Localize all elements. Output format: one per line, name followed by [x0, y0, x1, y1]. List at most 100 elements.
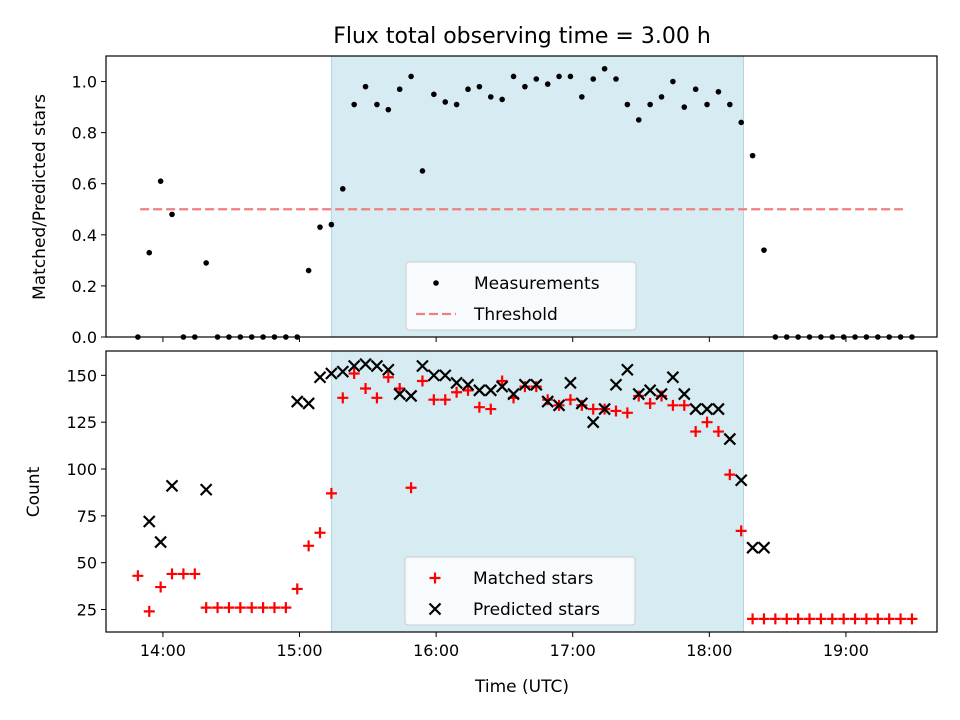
measurement-point	[203, 260, 209, 266]
measurement-point	[647, 101, 653, 108]
measurement-point	[442, 99, 449, 105]
matched-stars-point	[268, 602, 280, 614]
matched-stars-point	[371, 392, 383, 404]
matched-stars-point	[200, 602, 212, 614]
top-y-tick-label: 0.6	[72, 175, 97, 194]
predicted-stars-point	[621, 363, 634, 377]
measurement-point	[761, 247, 767, 253]
matched-stars-point	[747, 613, 759, 625]
bottom-y-tick-label: 75	[77, 507, 97, 526]
matched-stars-point	[576, 399, 588, 411]
matched-stars-point	[724, 469, 736, 481]
measurement-point	[362, 83, 369, 90]
x-tick-label: 15:00	[276, 641, 322, 660]
measurement-point	[556, 73, 562, 80]
matched-stars-point	[906, 613, 918, 625]
matched-stars-point	[621, 407, 633, 419]
x-tick-label: 18:00	[686, 641, 732, 660]
measurement-point	[749, 152, 756, 159]
measurement-point	[419, 168, 426, 174]
legend-label: Threshold	[473, 305, 558, 325]
x-tick-label: 19:00	[823, 641, 869, 660]
predicted-stars-point	[347, 359, 361, 373]
predicted-stars-point	[564, 376, 577, 390]
measurement-point	[453, 101, 460, 108]
measurement-point	[339, 186, 346, 192]
predicted-stars-point	[746, 541, 759, 554]
measurement-point	[692, 86, 699, 93]
top-y-axis-label: Matched/Predicted stars	[30, 94, 50, 300]
matched-stars-point	[564, 394, 576, 406]
predicted-stars-point	[609, 378, 623, 391]
measurement-point	[624, 101, 631, 108]
predicted-stars-point	[712, 402, 725, 416]
legend-label: Matched stars	[473, 569, 593, 589]
measurement-point	[157, 178, 164, 184]
predicted-stars-point	[484, 384, 498, 397]
predicted-stars-point	[734, 473, 748, 487]
matched-stars-point	[223, 602, 235, 614]
top-y-tick-label: 0.4	[72, 226, 97, 245]
predicted-stars-point	[530, 378, 543, 391]
matched-stars-point	[735, 525, 747, 537]
chart-title: Flux total observing time = 3.00 h	[333, 24, 711, 49]
measurement-point	[385, 106, 392, 113]
measurement-point	[544, 81, 551, 87]
predicted-stars-point	[427, 369, 441, 382]
matched-stars-point	[895, 613, 907, 625]
bottom-y-tick-label: 100	[66, 460, 97, 479]
predicted-stars-point	[643, 384, 657, 397]
matched-stars-point	[792, 613, 804, 625]
matched-stars-point	[246, 602, 258, 614]
matched-stars-point	[314, 527, 326, 539]
top-panel: 0.0 0.2 0.4 0.6 0.8 1.0 Measurements Threshold	[72, 55, 938, 347]
predicted-stars-point	[666, 370, 680, 384]
matched-stars-point	[485, 403, 497, 415]
matched-stars-point	[542, 394, 554, 406]
predicted-stars-point	[382, 363, 395, 377]
top-axes-frame	[105, 55, 938, 338]
matched-stars-point	[826, 613, 838, 625]
predicted-stars-point	[678, 387, 691, 401]
matched-stars-point	[189, 568, 201, 580]
matched-stars-point	[690, 426, 702, 438]
predicted-stars-point	[575, 397, 589, 410]
matched-stars-point	[451, 386, 463, 398]
predicted-stars-point	[404, 389, 418, 403]
measurement-point	[374, 101, 380, 108]
bottom-legend: Matched stars Predicted stars	[404, 556, 636, 626]
matched-stars-point	[656, 390, 668, 402]
matched-stars-point	[439, 394, 451, 406]
matched-stars-point	[428, 394, 440, 406]
top-y-tick-label: 0.2	[72, 277, 97, 296]
matched-stars-point	[633, 390, 645, 402]
measurement-point	[351, 101, 357, 108]
bottom-axes-frame	[105, 350, 938, 633]
measurement-point	[670, 78, 676, 85]
matched-stars-point	[712, 426, 724, 438]
matched-stars-point	[394, 382, 406, 394]
predicted-stars-point	[586, 415, 600, 429]
top-y-tick-label: 0.0	[72, 328, 97, 347]
matched-stars-point	[166, 568, 178, 580]
measurement-point	[635, 117, 642, 123]
predicted-stars-point	[290, 395, 304, 408]
matched-stars-point	[769, 613, 781, 625]
matched-stars-point	[155, 581, 167, 593]
predicted-stars-point	[438, 369, 452, 382]
predicted-stars-point	[473, 384, 486, 397]
measurement-point	[465, 86, 471, 93]
predicted-stars-point	[450, 376, 463, 390]
measurement-point	[681, 104, 688, 110]
matched-stars-point	[405, 482, 417, 494]
predicted-stars-point	[495, 380, 509, 393]
matched-stars-point	[143, 605, 155, 617]
matched-stars-point	[872, 613, 884, 625]
matched-stars-point	[849, 613, 861, 625]
matched-stars-point	[838, 613, 850, 625]
matched-stars-point	[678, 399, 690, 411]
predicted-stars-point	[313, 370, 327, 384]
measurement-point	[476, 83, 483, 90]
measurement-point	[499, 96, 505, 103]
